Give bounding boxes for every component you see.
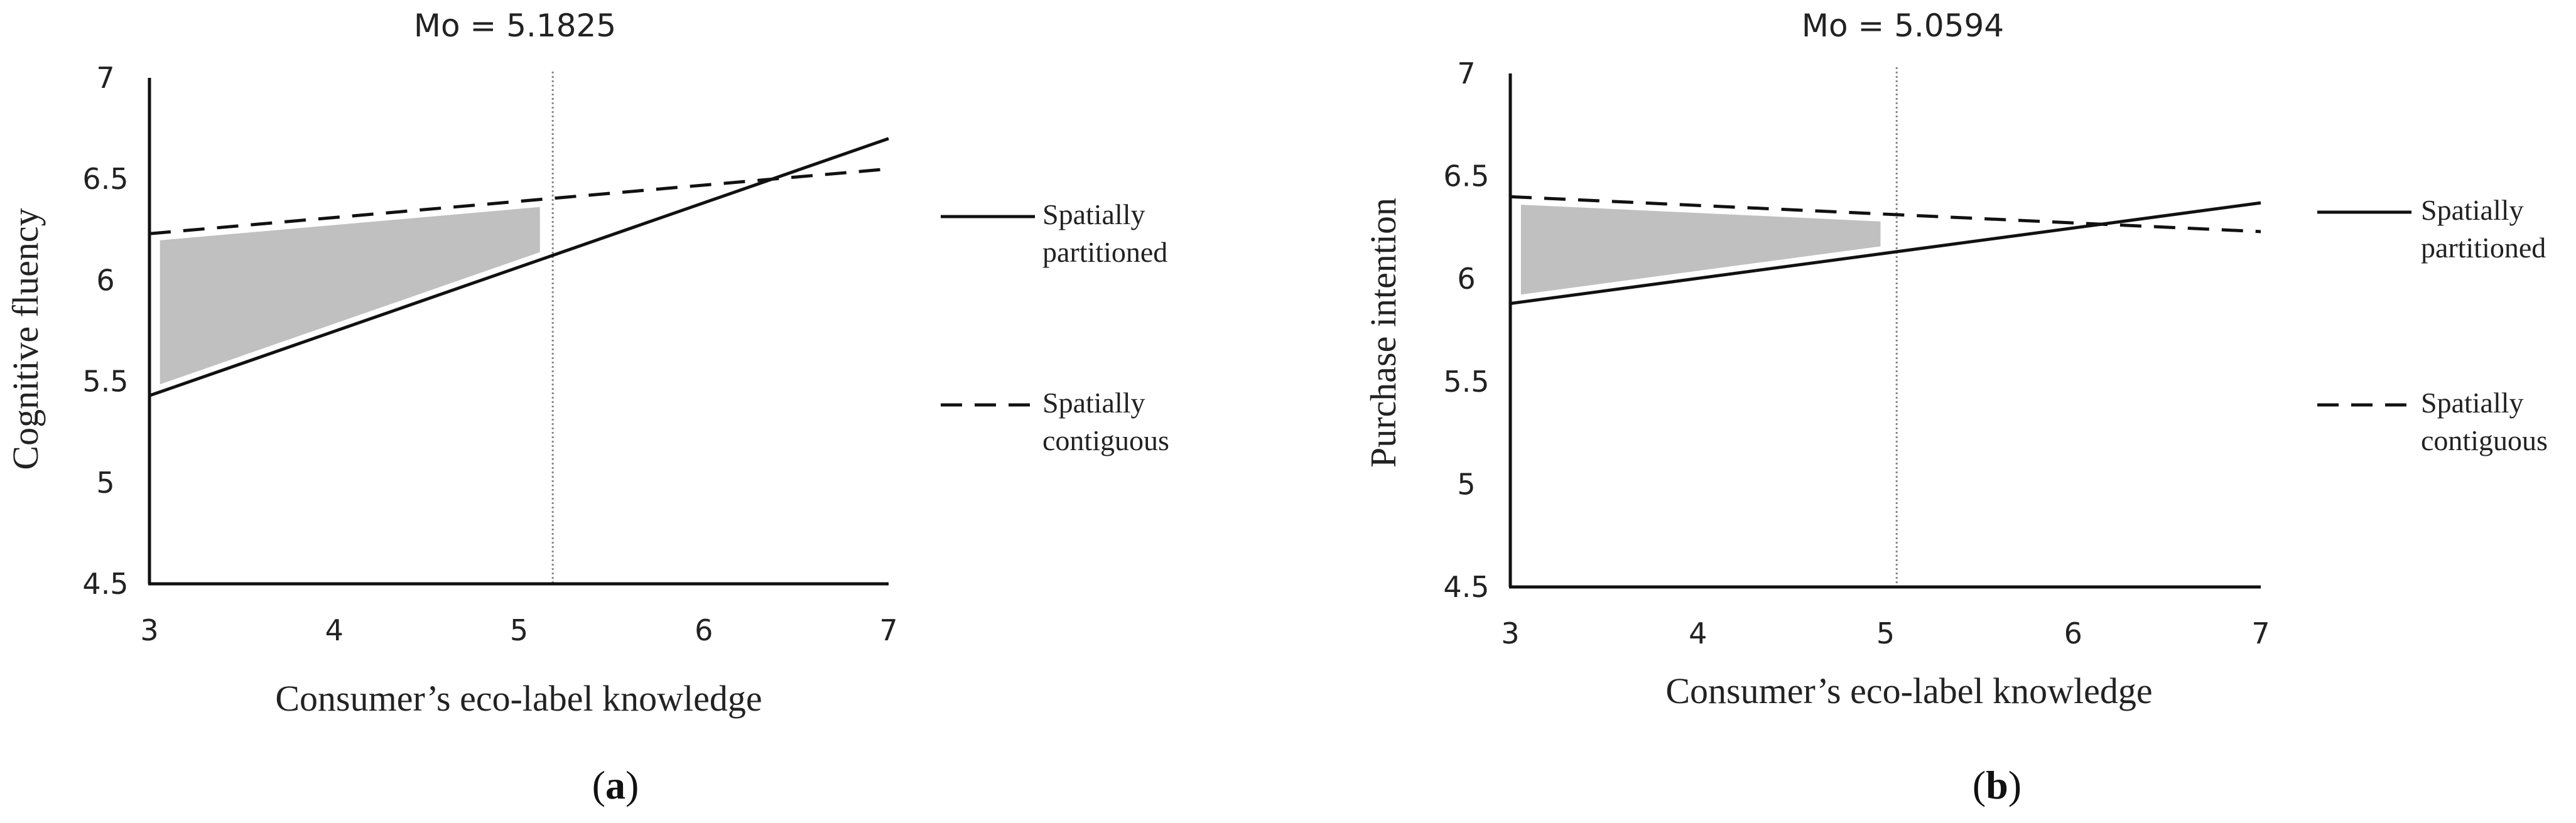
panel-caption-a: (a): [592, 763, 639, 807]
shaded-region-group: [157, 204, 543, 388]
legend: Spatially partitioned Spatially contiguous: [2317, 194, 2548, 456]
axes-group: [148, 78, 889, 586]
x-tick-label: 6: [2064, 616, 2082, 650]
x-tick-label: 7: [2251, 616, 2270, 650]
x-tick-labels: 3 4 5 6 7: [140, 613, 897, 647]
x-axis-label: Consumer’s eco-label knowledge: [1665, 670, 2152, 711]
shaded-region: [1518, 202, 1883, 298]
series-line-spatially-partitioned: [149, 137, 889, 397]
y-tick-labels: 4.5 5 5.5 6 6.5 7: [82, 61, 128, 601]
panel-label: b: [1986, 763, 2008, 807]
x-tick-label: 4: [1689, 616, 1707, 650]
x-tick-labels: 3 4 5 6 7: [1501, 616, 2270, 650]
x-axis-label: Consumer’s eco-label knowledge: [275, 678, 762, 719]
series-group: [149, 137, 889, 397]
y-tick-label: 6: [1457, 262, 1475, 296]
x-tick-label: 4: [325, 613, 344, 647]
chart-title: Mo = 5.1825: [414, 8, 616, 44]
legend-label: contiguous: [1042, 424, 1169, 456]
panel-caption-b: (b): [1973, 763, 2021, 807]
y-tick-label: 6: [96, 263, 114, 297]
y-tick-label: 6.5: [1443, 159, 1489, 193]
y-tick-label: 7: [1457, 56, 1475, 90]
x-tick-label: 6: [695, 613, 713, 647]
y-tick-label: 4.5: [82, 567, 128, 601]
legend-label: Spatially: [2421, 194, 2524, 226]
legend-label: Spatially: [1042, 387, 1145, 419]
y-tick-label: 6.5: [82, 162, 128, 196]
y-tick-label: 5.5: [1443, 365, 1489, 399]
series-line-spatially-contiguous: [149, 167, 889, 235]
x-tick-label: 5: [1876, 616, 1895, 650]
legend-label: Spatially: [1042, 198, 1145, 230]
y-tick-label: 7: [96, 61, 114, 95]
series-line-spatially-contiguous: [1510, 195, 2261, 234]
shaded-region: [157, 204, 543, 388]
x-tick-label: 5: [510, 613, 528, 647]
panel-label: a: [605, 763, 625, 807]
chart-title: Mo = 5.0594: [1802, 8, 2004, 44]
y-axis-label: Purchase intention: [1363, 198, 1404, 468]
y-tick-label: 5: [96, 466, 114, 500]
axes-group: [1508, 73, 2261, 589]
chart-panel-a: Mo = 5.1825 4.5 5 5.5 6 6.5 7 3 4 5 6 7 Consumer’…: [5, 8, 1169, 807]
series-group: [1510, 195, 2261, 305]
legend-label: Spatially: [2421, 387, 2524, 419]
y-tick-label: 5.5: [82, 365, 128, 399]
y-tick-label: 4.5: [1443, 570, 1489, 604]
x-tick-label: 7: [879, 613, 897, 647]
y-axis-label: Cognitive fluency: [5, 208, 46, 470]
legend-label: partitioned: [1042, 236, 1167, 268]
x-tick-label: 3: [140, 613, 158, 647]
legend-label: partitioned: [2421, 232, 2546, 264]
shaded-region-group: [1518, 202, 1883, 298]
x-tick-label: 3: [1501, 616, 1519, 650]
legend: Spatially partitioned Spatially contiguous: [941, 198, 1169, 456]
series-line-spatially-partitioned: [1510, 201, 2261, 305]
legend-label: contiguous: [2421, 424, 2548, 456]
chart-panel-b: Mo = 5.0594 4.5 5 5.5 6 6.5 7 3 4 5 6 7 Consumer’…: [1363, 8, 2548, 807]
y-tick-label: 5: [1457, 467, 1475, 501]
y-tick-labels: 4.5 5 5.5 6 6.5 7: [1443, 56, 1489, 604]
